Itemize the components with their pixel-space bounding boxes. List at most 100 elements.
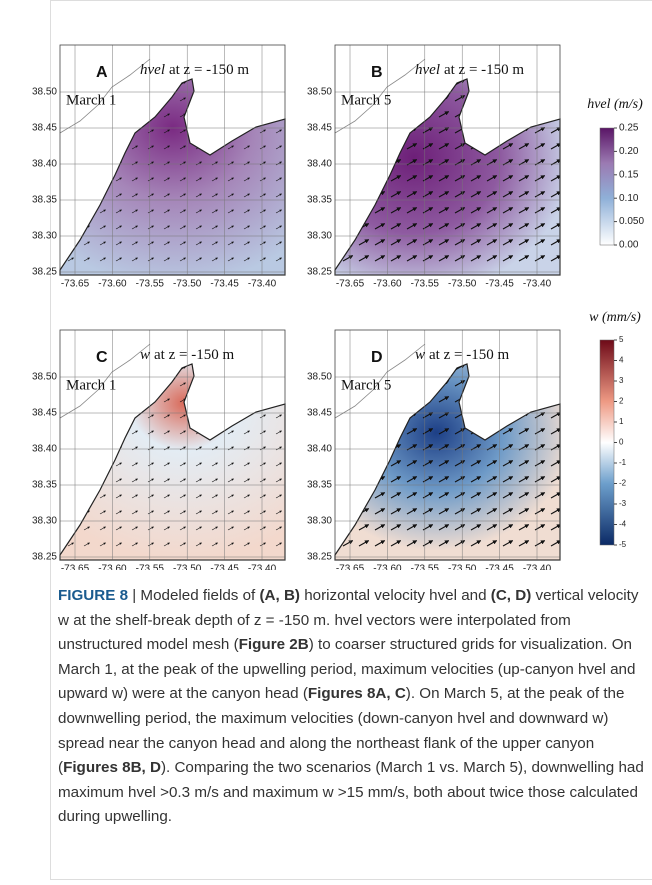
vector-arrow: [259, 145, 266, 150]
map-panel: 38.50 38.45 38.40 38.35 38.30 38.25 -73.65 -73.…: [307, 44, 561, 290]
vector-arrow: [342, 540, 354, 547]
y-tick-label: 38.45: [307, 123, 332, 134]
vector-arrow: [438, 175, 450, 182]
vector-arrow: [454, 255, 466, 262]
vector-arrow: [67, 542, 74, 547]
vector-arrow: [390, 175, 402, 182]
vector-arrow: [518, 540, 530, 547]
vector-arrow: [163, 241, 170, 246]
vector-arrow: [179, 526, 186, 531]
vector-arrow: [259, 193, 266, 198]
x-tick-label: -73.65: [61, 279, 90, 290]
vector-arrow: [147, 446, 154, 451]
x-tick-label: -73.55: [411, 564, 440, 570]
vector-arrow: [470, 508, 482, 515]
vector-arrow: [502, 540, 514, 547]
vector-arrow: [259, 510, 266, 515]
caption-text: ). On March 5, at the peak of the downwe…: [58, 685, 625, 777]
vector-arrow: [147, 542, 154, 547]
vector-arrow: [131, 241, 138, 246]
vector-arrow: [534, 127, 546, 134]
vector-arrow: [179, 225, 186, 230]
vector-arrow: [227, 542, 234, 547]
vector-arrow: [454, 95, 466, 102]
vector-arrow: [211, 209, 218, 214]
vector-arrow: [275, 225, 282, 230]
colorbar-tick-label: -4: [619, 520, 627, 529]
vector-arrow: [147, 161, 154, 166]
vector-arrow: [131, 209, 138, 214]
vector-arrow: [227, 241, 234, 246]
vector-arrow: [131, 145, 138, 150]
vector-arrow: [470, 540, 482, 547]
vector-arrow: [275, 161, 282, 166]
vector-arrow: [406, 223, 418, 230]
vector-arrow: [163, 542, 170, 547]
x-tick-label: -73.60: [98, 564, 127, 570]
caption-bold-text: (A, B): [259, 587, 300, 604]
vector-arrow: [227, 145, 234, 150]
vector-arrow: [406, 428, 418, 435]
vector-arrow: [131, 225, 138, 230]
title-depth: at z = -150 m: [429, 347, 509, 363]
vector-arrow: [147, 257, 154, 262]
vector-arrow: [374, 492, 386, 499]
vector-arrow: [550, 255, 560, 262]
caption-bold-text: Figure 2B: [238, 636, 309, 654]
vector-arrow: [406, 524, 418, 531]
vector-arrow: [534, 508, 546, 515]
vector-arrow: [259, 462, 266, 467]
vector-arrow: [534, 255, 546, 262]
vector-arrow: [374, 508, 386, 515]
vector-arrow: [243, 430, 250, 435]
colorbar-tick-label: -5: [619, 540, 627, 549]
vector-arrow: [438, 412, 450, 419]
vector-arrow: [195, 193, 202, 198]
vector-arrow: [486, 508, 498, 515]
vector-arrow: [131, 462, 138, 467]
vector-arrow: [211, 494, 218, 499]
vector-arrow: [390, 492, 402, 499]
vector-arrow: [179, 113, 186, 118]
vector-arrow: [259, 446, 266, 451]
vector-arrow: [227, 161, 234, 166]
colorbar: [599, 127, 615, 246]
panel-title: hvel at z = -150 m: [140, 62, 249, 78]
vector-arrow: [115, 241, 122, 246]
x-tick-label: -73.40: [523, 564, 552, 570]
vector-arrow: [163, 257, 170, 262]
vector-arrow: [374, 524, 386, 531]
vector-arrow: [275, 414, 282, 419]
title-depth: at z = -150 m: [169, 62, 249, 78]
vector-arrow: [195, 257, 202, 262]
vector-arrow: [470, 175, 482, 182]
vector-arrow: [131, 430, 138, 435]
colorbar: [599, 339, 615, 546]
vector-arrow: [534, 239, 546, 246]
x-tick-label: -73.65: [61, 564, 90, 570]
vector-arrow: [99, 241, 106, 246]
x-tick-label: -73.65: [336, 564, 365, 570]
vector-arrow: [163, 177, 170, 182]
vector-arrow: [83, 526, 90, 531]
vector-arrow: [534, 207, 546, 214]
vector-arrow: [147, 526, 154, 531]
vector-arrow: [470, 223, 482, 230]
caption-text: vertical velocity w at the shelf-break d…: [58, 587, 639, 654]
x-tick-label: -73.50: [448, 279, 477, 290]
vector-arrow: [243, 462, 250, 467]
colorbar-tick-label: 0.25: [619, 123, 639, 134]
vector-arrow: [438, 255, 450, 262]
colorbar-title: hvel (m/s): [587, 97, 643, 112]
vector-arrow: [211, 478, 218, 483]
y-tick-label: 38.30: [32, 231, 57, 242]
vector-arrow: [131, 494, 138, 499]
colorbar-tick-label: 5: [619, 335, 624, 344]
vector-arrow: [438, 207, 450, 214]
vector-arrow: [179, 97, 186, 102]
x-tick-label: -73.60: [98, 279, 127, 290]
vector-arrow: [275, 209, 282, 214]
y-tick-label: 38.45: [32, 408, 57, 419]
vector-arrow: [390, 460, 402, 467]
vector-arrow: [99, 510, 106, 515]
